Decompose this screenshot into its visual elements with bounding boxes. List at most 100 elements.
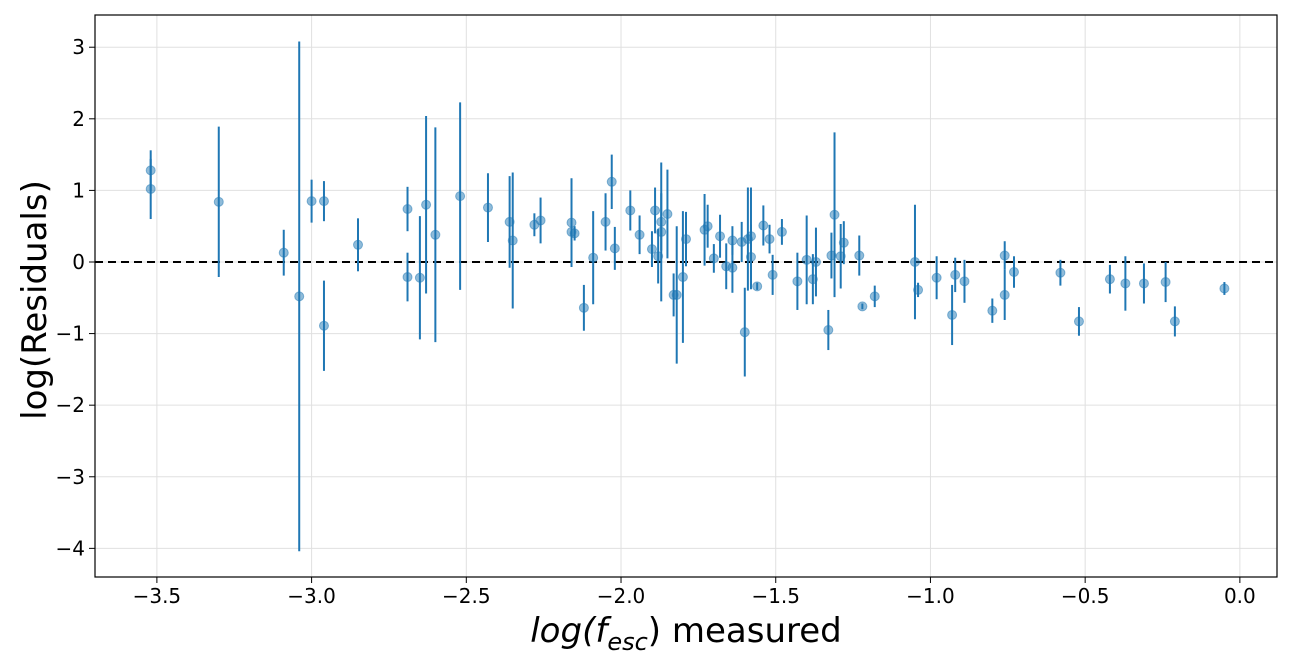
data-point <box>823 325 834 336</box>
data-point <box>947 309 958 320</box>
data-point <box>145 165 156 176</box>
data-point <box>931 272 942 283</box>
data-point <box>318 196 329 207</box>
data-point <box>588 252 599 263</box>
data-point <box>913 284 924 295</box>
data-point <box>656 226 667 237</box>
data-point <box>1008 267 1019 278</box>
data-point <box>999 289 1010 300</box>
data-point <box>745 231 756 242</box>
data-point <box>838 237 849 248</box>
data-point <box>430 229 441 240</box>
data-point <box>677 272 688 283</box>
data-point <box>810 256 821 267</box>
y-tick-label: −1 <box>56 322 85 346</box>
data-point <box>421 199 432 210</box>
data-point <box>318 320 329 331</box>
y-tick-label: 0 <box>72 250 85 274</box>
data-point <box>727 262 738 273</box>
y-tick-label: −4 <box>56 536 85 560</box>
data-point <box>727 235 738 246</box>
data-point <box>507 235 518 246</box>
data-point <box>653 251 664 262</box>
y-tick-layer: 3 2 1 0 −1 −2 −3 −4 <box>56 35 95 560</box>
data-point <box>414 272 425 283</box>
y-tick-label: 1 <box>72 178 85 202</box>
data-point <box>482 202 493 213</box>
plot-frame <box>94 14 1278 578</box>
data-point <box>213 196 224 207</box>
data-points-layer <box>145 165 1230 338</box>
x-tick-label: −2.0 <box>597 584 646 608</box>
data-point <box>1120 278 1131 289</box>
data-point <box>792 276 803 287</box>
data-point <box>606 176 617 187</box>
data-point <box>294 291 305 302</box>
data-point <box>758 220 769 231</box>
data-point <box>857 301 868 312</box>
data-point <box>650 205 661 216</box>
data-point <box>826 250 837 261</box>
data-point <box>1160 277 1171 288</box>
data-point <box>535 215 546 226</box>
y-tick-label: 3 <box>72 35 85 59</box>
y-tick-label: −3 <box>56 465 85 489</box>
data-point <box>145 183 156 194</box>
data-point <box>1055 267 1066 278</box>
x-tick-label: −3.0 <box>287 584 336 608</box>
data-point <box>656 216 667 227</box>
x-axis-title: log(fesc) measured <box>530 611 842 656</box>
data-point <box>1073 316 1084 327</box>
data-point <box>869 291 880 302</box>
data-point <box>801 254 812 265</box>
x-tick-label: −0.5 <box>1061 584 1110 608</box>
data-point <box>1219 283 1230 294</box>
data-point <box>764 234 775 245</box>
x-tick-label: −1.5 <box>751 584 800 608</box>
data-point <box>353 239 364 250</box>
data-point <box>402 272 413 283</box>
data-point <box>402 204 413 215</box>
data-point <box>807 274 818 285</box>
data-point <box>1169 316 1180 327</box>
data-point <box>578 302 589 313</box>
data-point <box>646 244 657 255</box>
data-point <box>569 228 580 239</box>
data-point <box>681 234 691 245</box>
data-point <box>708 253 719 264</box>
data-point <box>987 305 998 316</box>
x-tick-label: 0.0 <box>1224 584 1256 608</box>
data-point <box>776 226 787 237</box>
data-point <box>854 250 865 261</box>
data-point <box>715 231 726 242</box>
data-point <box>1138 278 1149 289</box>
y-tick-label: −2 <box>56 393 85 417</box>
x-tick-layer: −3.5 −3.0 −2.5 −2.0 −1.5 −1.0 −0.5 0.0 <box>133 577 1256 608</box>
data-point <box>1104 274 1115 285</box>
data-point <box>662 209 673 220</box>
data-point <box>702 221 713 232</box>
data-point <box>671 289 682 300</box>
data-point <box>566 217 577 228</box>
data-point <box>455 191 466 202</box>
data-point <box>278 247 289 258</box>
data-point <box>504 216 515 227</box>
x-tick-label: −2.5 <box>442 584 491 608</box>
y-tick-label: 2 <box>72 107 85 131</box>
data-point <box>745 251 756 262</box>
x-tick-label: −1.0 <box>906 584 955 608</box>
data-point <box>950 269 961 280</box>
data-point <box>739 327 750 338</box>
y-axis-title: log(Residuals) <box>15 180 55 420</box>
data-point <box>306 196 317 207</box>
data-point <box>835 251 846 262</box>
data-point <box>609 243 620 254</box>
data-point <box>959 276 970 287</box>
data-point <box>752 281 763 292</box>
data-point <box>634 229 645 240</box>
data-point <box>767 269 778 280</box>
data-point <box>999 250 1010 261</box>
data-point <box>909 256 920 267</box>
